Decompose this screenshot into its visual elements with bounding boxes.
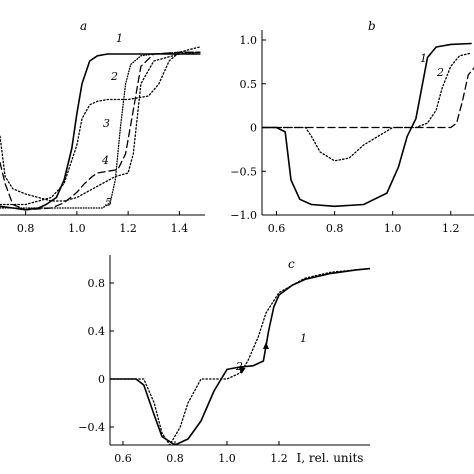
series-line-2 — [0, 46, 201, 206]
series-line-1 — [0, 53, 201, 211]
curve-label-1: 1 — [300, 332, 307, 345]
curve-label-5: 5 — [105, 196, 112, 209]
series-line-1 — [110, 267, 370, 445]
x-tick-label: 1.0 — [68, 222, 86, 235]
series-line-unlabeled — [262, 67, 474, 129]
x-tick-label: 0.6 — [268, 222, 286, 235]
x-tick-label: 0.8 — [326, 222, 344, 235]
series-line-3 — [0, 51, 201, 211]
y-tick-label: −1.0 — [230, 209, 257, 222]
y-tick-label: 0 — [250, 122, 257, 135]
direction-arrow-2 — [238, 367, 246, 374]
x-tick-label: 0.6 — [114, 452, 132, 465]
x-tick-label: 1.4 — [171, 222, 189, 235]
x-tick-label: 0.8 — [166, 452, 184, 465]
x-tick-label: 1.0 — [218, 452, 236, 465]
y-tick-label: 0.5 — [240, 78, 258, 91]
panel-a: 0.8 1.0 1.2 1.4 1 2 3 4 5 a — [0, 19, 205, 235]
series-line-1 — [262, 42, 472, 208]
curve-label-2: 2 — [436, 66, 444, 79]
curve-label-2: 2 — [235, 360, 243, 373]
series-line-4 — [0, 51, 201, 202]
curve-label-4: 4 — [101, 154, 109, 167]
series-line-5 — [0, 51, 201, 209]
panel-c: 0.6 0.8 1.0 1.2 0.8 0.4 0 −0.4 1 2 c I, rel. units — [78, 255, 370, 465]
y-tick-label: −0.4 — [78, 421, 105, 434]
x-tick-label: 1.2 — [119, 222, 137, 235]
y-tick-label: 0.4 — [88, 325, 106, 338]
panel-letter: c — [288, 257, 295, 271]
y-tick-label: 0.8 — [88, 277, 106, 290]
x-tick-label: 1.0 — [384, 222, 402, 235]
y-tick-label: 0 — [98, 373, 105, 386]
direction-arrow-1 — [263, 342, 269, 349]
x-axis-label: I, rel. units — [297, 451, 364, 465]
x-tick-label: 1.2 — [442, 222, 460, 235]
panel-letter: a — [80, 19, 87, 33]
curve-label-2: 2 — [110, 70, 118, 83]
x-tick-label: 0.8 — [17, 222, 35, 235]
panel-b: 0.6 0.8 1.0 1.2 1.0 0.5 0 −0.5 −1.0 12 b — [230, 19, 474, 235]
curve-label-1: 1 — [116, 32, 123, 45]
y-tick-label: 1.0 — [240, 34, 258, 47]
panel-letter: b — [368, 19, 376, 33]
series-line-2 — [110, 267, 370, 445]
curve-label-1: 1 — [420, 52, 427, 65]
curve-label-3: 3 — [103, 117, 110, 130]
y-tick-label: −0.5 — [230, 165, 257, 178]
x-tick-label: 1.2 — [270, 452, 288, 465]
